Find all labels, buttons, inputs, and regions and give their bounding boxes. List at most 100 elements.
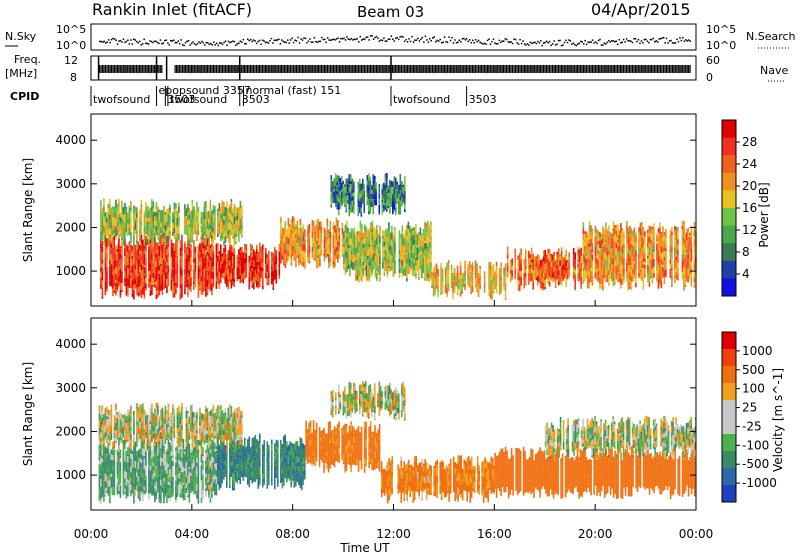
freq-bar (504, 65, 506, 73)
heatmap-cell (185, 207, 188, 210)
heatmap-cell (268, 278, 270, 286)
heatmap-cell (428, 267, 431, 273)
heatmap-cell (365, 242, 368, 247)
heatmap-cell (200, 270, 203, 278)
heatmap-cell (128, 213, 131, 219)
heatmap-cell (547, 248, 549, 254)
heatmap-cell (373, 244, 375, 251)
heatmap-cell (533, 277, 536, 279)
heatmap-cell (319, 253, 321, 257)
heatmap-cell (197, 268, 200, 277)
heatmap-cell (399, 211, 402, 215)
heatmap-cell (121, 231, 123, 238)
heatmap-cell (653, 235, 655, 243)
heatmap-cell (133, 286, 135, 290)
heatmap-cell (158, 276, 161, 285)
heatmap-cell (136, 207, 138, 213)
heatmap-cell (236, 276, 239, 280)
heatmap-cell (406, 258, 408, 265)
heatmap-cell (202, 248, 204, 251)
heatmap-cell (580, 284, 582, 289)
noise-point (170, 39, 172, 42)
heatmap-cell (119, 226, 122, 235)
heatmap-cell (175, 203, 177, 209)
heatmap-cell (392, 207, 394, 210)
noise-point (113, 38, 116, 40)
noise-point (178, 42, 181, 45)
heatmap-cell (130, 211, 132, 216)
heatmap-cell (232, 229, 234, 237)
heatmap-cell (124, 282, 126, 287)
heatmap-cell (229, 229, 231, 233)
freq-bar (618, 65, 620, 73)
heatmap-cell (347, 238, 350, 244)
heatmap-cell (560, 266, 563, 273)
heatmap-cell (223, 224, 225, 231)
noise-point (528, 44, 530, 46)
freq-bar (258, 65, 260, 73)
heatmap-cell (241, 218, 243, 226)
heatmap-cell (553, 265, 555, 269)
heatmap-cell (98, 499, 101, 501)
heatmap-cell (384, 184, 387, 191)
heatmap-cell (298, 240, 300, 248)
heatmap-cell (125, 225, 128, 233)
noise-point (156, 41, 159, 44)
heatmap-cell (675, 253, 678, 257)
heatmap-cell (119, 258, 122, 267)
heatmap-cell (101, 296, 104, 299)
heatmap-cell (368, 194, 370, 199)
heatmap-cell (657, 258, 660, 264)
colorbar-swatch (722, 260, 736, 279)
heatmap-cell (343, 246, 345, 255)
heatmap-cell (193, 217, 195, 222)
heatmap-cell (166, 214, 168, 217)
heatmap-cell (566, 273, 569, 280)
heatmap-cell (214, 206, 216, 209)
heatmap-cell (370, 255, 372, 259)
cpid-entry: 3503 (167, 93, 195, 106)
heatmap-cell (220, 218, 222, 222)
noise-point (467, 40, 469, 43)
heatmap-cell (372, 185, 375, 191)
heatmap-cell (98, 483, 101, 488)
heatmap-cell (371, 255, 374, 258)
noise-point (395, 37, 397, 40)
heatmap-cell (660, 246, 663, 254)
heatmap-cell (164, 231, 167, 235)
heatmap-cell (116, 270, 119, 276)
heatmap-cell (199, 254, 201, 262)
noise-point (115, 39, 117, 41)
heatmap-cell (181, 290, 183, 293)
heatmap-cell (254, 270, 257, 274)
heatmap-cell (242, 275, 245, 280)
heatmap-cell (223, 211, 225, 217)
heatmap-cell (226, 234, 228, 239)
heatmap-cell (172, 281, 174, 286)
freq-bar (446, 65, 448, 73)
heatmap-cell (392, 187, 394, 195)
noise-point (617, 43, 619, 46)
heatmap-cell (425, 248, 428, 257)
heatmap-cell (591, 279, 594, 284)
heatmap-cell (638, 259, 640, 267)
heatmap-cell (374, 199, 376, 203)
noise-point (252, 39, 255, 41)
heatmap-cell (200, 211, 203, 218)
heatmap-cell (453, 285, 456, 289)
heatmap-cell (169, 207, 171, 210)
heatmap-cell (280, 247, 282, 251)
heatmap-cell (157, 235, 159, 239)
heatmap-cell (617, 245, 619, 254)
heatmap-cell (647, 255, 649, 259)
noise-point (537, 40, 539, 43)
heatmap-cell (435, 268, 438, 275)
heatmap-cell (334, 232, 336, 240)
heatmap-cell (529, 258, 531, 265)
heatmap-cell (674, 268, 676, 271)
heatmap-cell (468, 277, 471, 282)
freq-bar (208, 65, 210, 73)
heatmap-cell (212, 272, 215, 279)
heatmap-cell (154, 233, 156, 238)
heatmap-cell (407, 241, 410, 244)
